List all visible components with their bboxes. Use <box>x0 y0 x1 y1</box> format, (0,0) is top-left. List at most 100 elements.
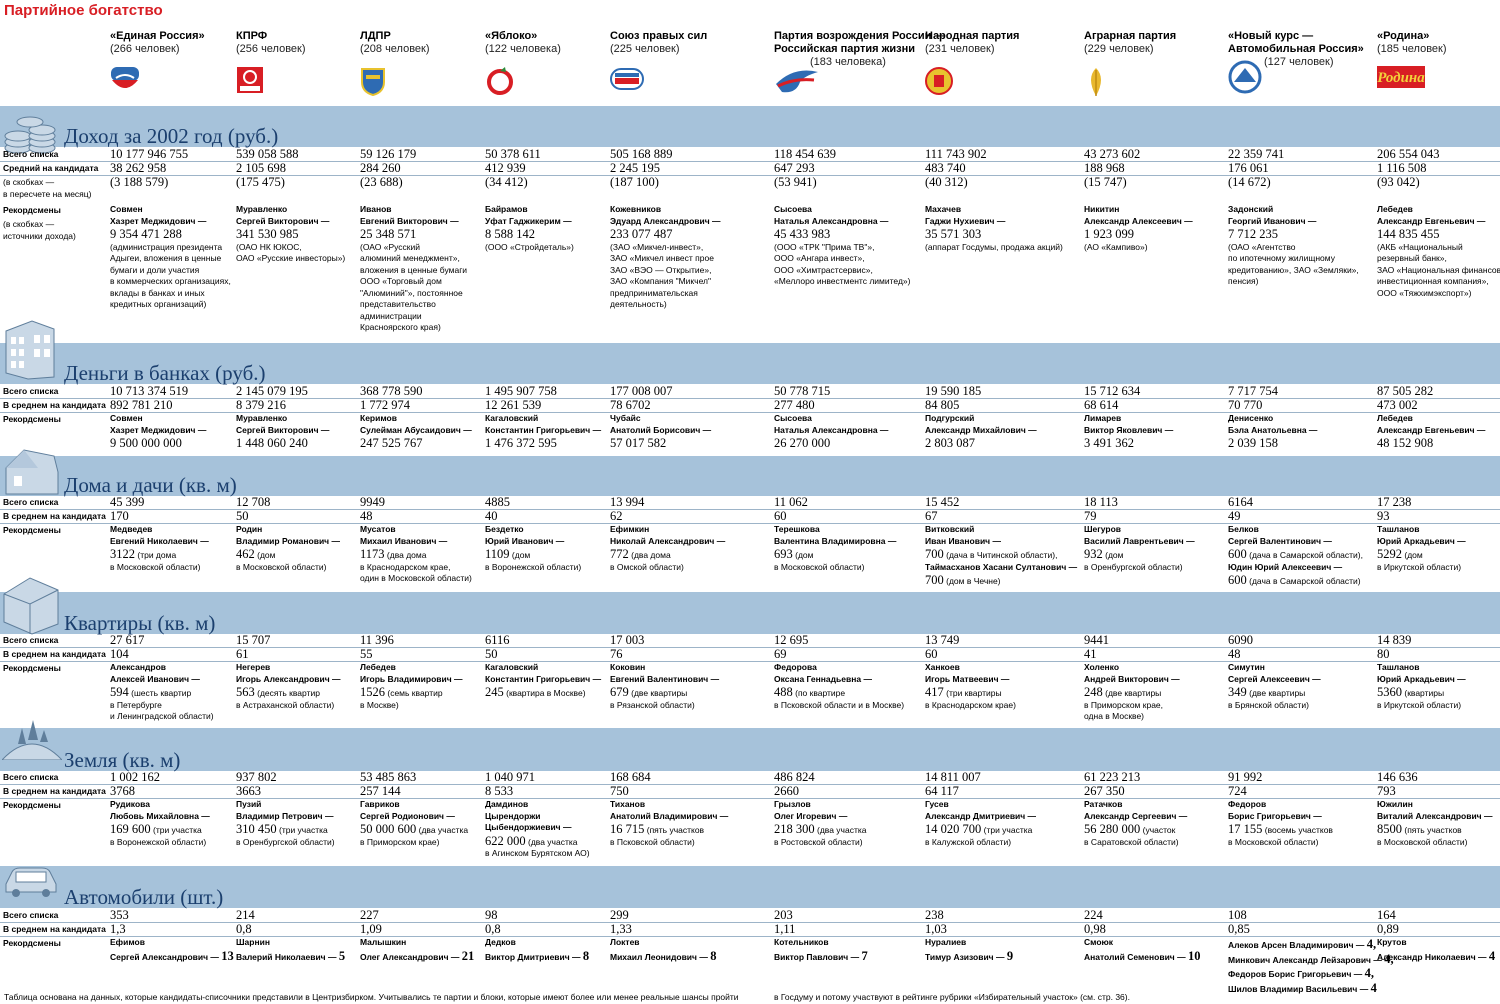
record-note: вложения в ценные бумаги <box>360 264 468 275</box>
average-value: 48 <box>1228 647 1241 663</box>
row-label: В среднем на кандидата <box>3 924 106 934</box>
party-name: «Новый курс — <box>1228 30 1314 42</box>
average-value: 412 939 <box>485 161 526 177</box>
total-value-text: 224 <box>1084 908 1103 922</box>
average-value: 12 261 539 <box>485 398 541 414</box>
average-value-text: 2660 <box>774 784 799 798</box>
party-logo-icon: Родина <box>1377 66 1425 96</box>
record-value: 622 000 <box>485 833 526 848</box>
total-value: 61 223 213 <box>1084 770 1140 786</box>
record-fullname: Цыбендоржиевич — <box>485 822 572 832</box>
record-surname: Алеков Арсен Владимирович — 4, <box>1228 937 1377 951</box>
average-month-value: (14 672) <box>1228 175 1271 191</box>
party-logo-icon <box>610 66 644 96</box>
section-title: Земля (кв. м) <box>64 748 181 772</box>
record-value-line: 622 000 (два участка <box>485 834 590 849</box>
record-value: 4, <box>1364 966 1375 980</box>
average-value: 41 <box>1084 647 1097 663</box>
total-value: 15 707 <box>236 633 270 649</box>
record-value: 4, <box>1384 951 1394 966</box>
record-surname: Сысоева <box>774 204 812 214</box>
record-value: 8 <box>710 948 717 963</box>
record-value-line: 218 300 (два участка <box>774 822 866 837</box>
party-name: Союз правых сил <box>610 30 708 42</box>
total-value: 1 002 162 <box>110 770 160 786</box>
record-value: 349 <box>1228 685 1247 699</box>
record-note: ЗАО «Компания "Микчел" <box>610 276 711 286</box>
record-note: представительство <box>360 299 436 309</box>
average-value-text: 93 <box>1377 509 1390 523</box>
average-month-value: (187 100) <box>610 175 659 191</box>
record-value: 4 <box>1370 980 1377 995</box>
average-value: 76 <box>610 647 623 663</box>
average-value: 84 805 <box>925 398 959 414</box>
record-value: 7 <box>861 948 868 963</box>
record-surname: Смоюк <box>1084 937 1114 947</box>
row-label: Рекордсмены <box>3 938 61 948</box>
total-value: 14 811 007 <box>925 770 981 786</box>
total-value-text: 15 452 <box>925 495 960 509</box>
row-label: (в скобках — <box>3 219 55 229</box>
average-value-text: 67 <box>925 509 938 523</box>
record-note: в Псковской области) <box>610 836 695 847</box>
total-value-text: 2 145 079 195 <box>236 384 308 398</box>
record-value-line: 8500 (пять участков <box>1377 822 1492 837</box>
record-note: в Калужской области) <box>925 836 1012 847</box>
record-fullname: Александр Алексеевич — <box>1084 215 1193 226</box>
average-value: 3663 <box>236 784 261 800</box>
record-note: Адыгеи, вложения в ценные <box>110 253 222 263</box>
record-surname: Александров <box>110 662 166 672</box>
party-logo-icon <box>236 66 266 96</box>
average-value: 0,89 <box>1377 922 1399 938</box>
average-value: 38 262 958 <box>110 161 166 177</box>
total-value: 118 454 639 <box>774 147 836 163</box>
average-month-value: (175 475) <box>236 175 285 191</box>
total-value: 164 <box>1377 908 1396 924</box>
record-note: (шесть квартир <box>128 688 192 698</box>
apartment-icon <box>2 576 60 641</box>
record-note: деятельность) <box>610 299 667 309</box>
average-value: 483 740 <box>925 161 966 177</box>
total-value: 11 062 <box>774 495 808 511</box>
party-header: «Родина» (185 человек) <box>1377 30 1447 56</box>
record-fullname: Борис Григорьевич — <box>1228 810 1322 821</box>
record-value: 21 <box>461 948 475 963</box>
record-note: в Оренбургской области) <box>236 836 335 847</box>
total-value-text: 1 495 907 758 <box>485 384 557 398</box>
section-title: Автомобили (шт.) <box>64 885 224 909</box>
record-note: (администрация президента <box>110 241 223 252</box>
record-value-line: 932 (дом <box>1084 547 1195 562</box>
total-value-text: 22 359 741 <box>1228 147 1285 161</box>
record-holder: Малышкин Олег Александрович — 21 <box>360 937 474 963</box>
record-value: 25 348 571 <box>360 227 417 241</box>
total-value: 45 399 <box>110 495 144 511</box>
average-value: 1,33 <box>610 922 632 938</box>
row-divider <box>0 175 1500 176</box>
party-header: Народная партия (231 человек) <box>925 30 1019 56</box>
party-header: Партия возрождения России — Российская па… <box>774 30 945 69</box>
average-month-value: (23 688) <box>360 175 403 191</box>
total-value-text: 59 126 179 <box>360 147 417 161</box>
total-value-text: 937 802 <box>236 770 277 784</box>
average-value: 55 <box>360 647 373 663</box>
total-value: 12 695 <box>774 633 808 649</box>
total-value-text: 111 743 902 <box>925 147 987 161</box>
record-fullname: Сергей Александрович — 13 <box>110 948 234 963</box>
record-holder: Локтев Михаил Леонидович — 8 <box>610 937 716 963</box>
record-fullname: Михаил Иванович — <box>360 535 448 546</box>
record-surname: Симутин <box>1228 662 1265 672</box>
record-fullname: Иван Иванович — <box>925 535 1001 546</box>
record-fullname: Евгений Валентинович — <box>610 673 720 684</box>
average-value: 67 <box>925 509 938 525</box>
record-fullname: Сергей Родионович — <box>360 810 455 821</box>
total-value: 2 145 079 195 <box>236 384 308 400</box>
average-value-text: 79 <box>1084 509 1097 523</box>
record-holder: Александров Алексей Иванович —594 (шесть … <box>110 662 214 723</box>
record-surname: Денисенко <box>1228 413 1274 423</box>
average-value-text: 41 <box>1084 647 1097 661</box>
record-value: 16 715 <box>610 822 645 836</box>
total-value-text: 206 554 043 <box>1377 147 1440 161</box>
row-divider <box>0 936 1500 937</box>
record-value-line: 600 (дача в Самарской области), <box>1228 547 1363 562</box>
record-value: 8 588 142 <box>485 227 535 241</box>
